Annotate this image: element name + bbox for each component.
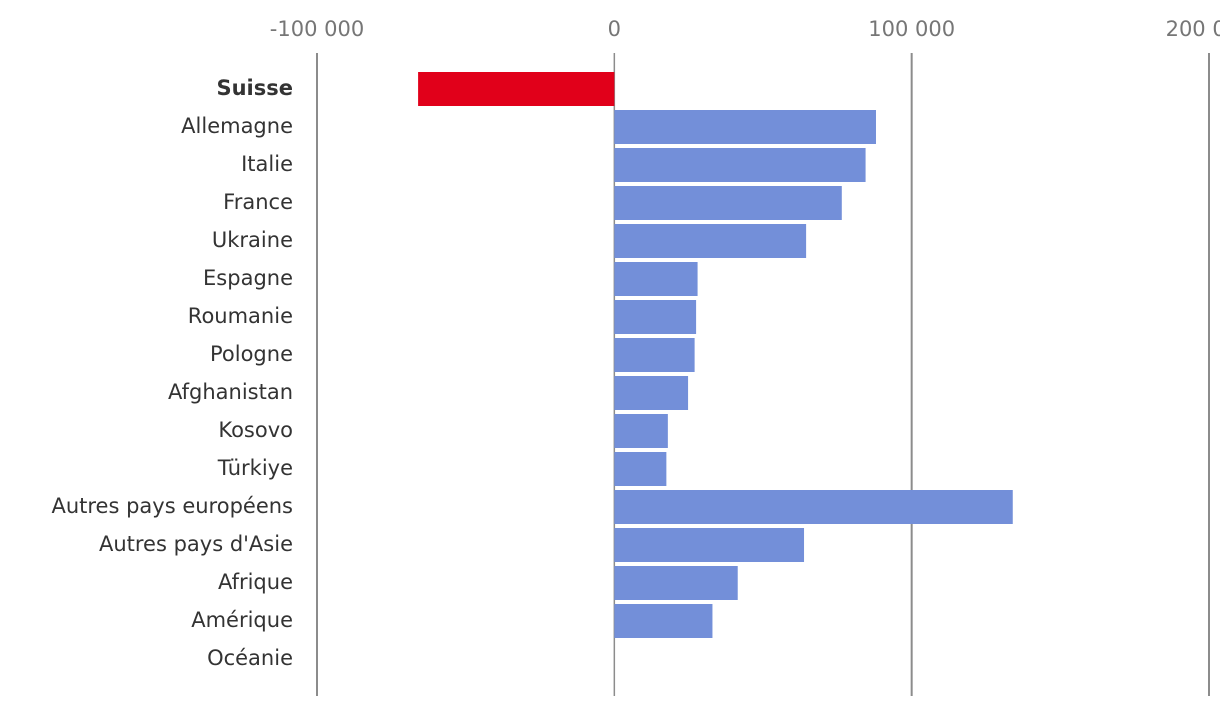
x-tick-label: 100 000 [868, 17, 955, 41]
x-axis-tick-labels: -100 000 0 100 000 200 000 [270, 17, 1220, 41]
bar [614, 148, 866, 182]
bar [614, 376, 689, 410]
bars [418, 72, 1013, 638]
x-tick-label: 0 [608, 17, 621, 41]
category-label: Amérique [191, 608, 293, 632]
bar [614, 300, 697, 334]
bar [614, 566, 738, 600]
bar [614, 224, 807, 258]
bar [614, 110, 876, 144]
category-label: France [223, 190, 293, 214]
bar [418, 72, 615, 106]
bar [614, 186, 842, 220]
category-label: Afrique [218, 570, 293, 594]
x-tick-label: 200 000 [1166, 17, 1220, 41]
category-label: Italie [241, 152, 293, 176]
category-label: Ukraine [212, 228, 293, 252]
category-label: Afghanistan [168, 380, 293, 404]
category-label: Pologne [210, 342, 293, 366]
bar [614, 528, 805, 562]
category-label: Suisse [216, 76, 293, 100]
category-label: Allemagne [181, 114, 293, 138]
category-label: Espagne [203, 266, 293, 290]
bar [614, 452, 667, 486]
bar [614, 490, 1013, 524]
category-label: Autres pays européens [51, 494, 293, 518]
category-label: Türkiye [217, 456, 293, 480]
category-label: Roumanie [188, 304, 293, 328]
category-labels: Suisse Allemagne Italie France Ukraine Espagn… [51, 76, 293, 670]
category-label: Kosovo [218, 418, 293, 442]
bar [614, 414, 668, 448]
bar [614, 604, 713, 638]
x-tick-label: -100 000 [270, 17, 364, 41]
bar [614, 262, 698, 296]
category-label: Autres pays d'Asie [99, 532, 293, 556]
bar [614, 338, 695, 372]
category-label: Océanie [207, 646, 293, 670]
